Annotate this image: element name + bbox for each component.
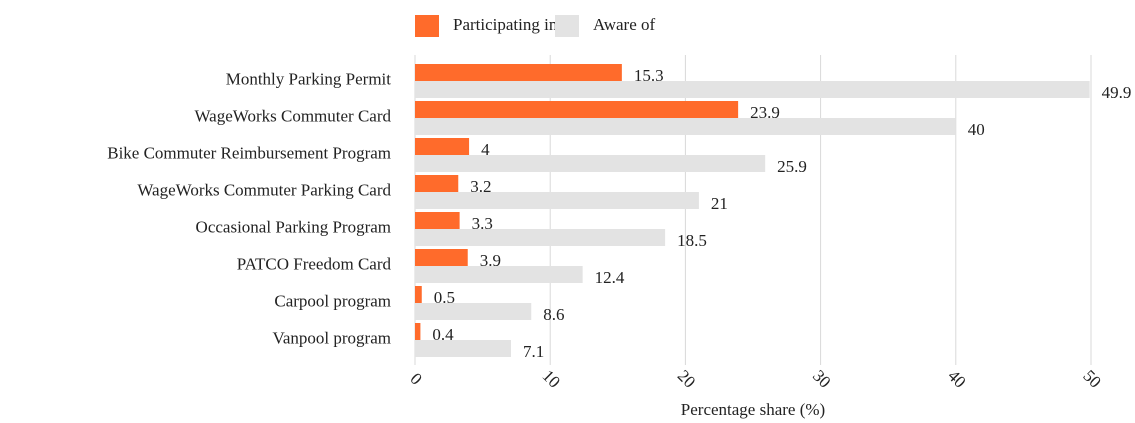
y-tick-label: PATCO Freedom Card — [237, 254, 392, 273]
value-label: 21 — [711, 194, 728, 213]
bar — [415, 303, 532, 320]
bar — [415, 81, 1090, 98]
legend-label: Participating in — [453, 15, 558, 34]
value-label: 49.9 — [1102, 83, 1132, 102]
y-tick-label: WageWorks Commuter Card — [195, 106, 392, 125]
y-tick-label: Bike Commuter Reimbursement Program — [107, 143, 391, 162]
x-tick-label: 20 — [674, 366, 699, 391]
x-axis-label: Percentage share (%) — [681, 400, 825, 419]
x-tick-label: 50 — [1079, 366, 1104, 391]
value-label: 40 — [968, 120, 985, 139]
value-label: 3.3 — [472, 214, 493, 233]
value-label: 0.4 — [432, 325, 454, 344]
value-label: 8.6 — [543, 305, 564, 324]
value-label: 25.9 — [777, 157, 807, 176]
value-label: 0.5 — [434, 288, 455, 307]
bar — [415, 229, 666, 246]
legend-swatch — [555, 15, 579, 37]
value-label: 7.1 — [523, 342, 544, 361]
x-tick-label: 30 — [809, 366, 834, 391]
y-tick-label: Carpool program — [274, 291, 391, 310]
y-tick-label: Occasional Parking Program — [196, 217, 391, 236]
y-tick-label: WageWorks Commuter Parking Card — [137, 180, 391, 199]
bar — [415, 64, 622, 81]
value-label: 12.4 — [595, 268, 625, 287]
legend-swatch — [415, 15, 439, 37]
value-label: 23.9 — [750, 103, 780, 122]
value-label: 3.9 — [480, 251, 501, 270]
bar — [415, 266, 583, 283]
bar — [415, 118, 956, 135]
bar — [415, 138, 470, 155]
y-tick-label: Vanpool program — [272, 328, 391, 347]
value-label: 15.3 — [634, 66, 664, 85]
y-tick-label: Monthly Parking Permit — [226, 69, 392, 88]
value-label: 3.2 — [470, 177, 491, 196]
x-tick-label: 10 — [539, 366, 564, 391]
bar — [415, 323, 421, 340]
value-label: 18.5 — [677, 231, 707, 250]
value-label: 4 — [481, 140, 490, 159]
bar — [415, 175, 459, 192]
legend-label: Aware of — [593, 15, 655, 34]
bar — [415, 340, 511, 357]
bar — [415, 249, 468, 266]
bar — [415, 192, 699, 209]
bar — [415, 155, 766, 172]
x-tick-label: 40 — [944, 366, 969, 391]
x-tick-label: 0 — [406, 369, 425, 388]
bar — [415, 101, 739, 118]
bar — [415, 286, 422, 303]
bar — [415, 212, 460, 229]
